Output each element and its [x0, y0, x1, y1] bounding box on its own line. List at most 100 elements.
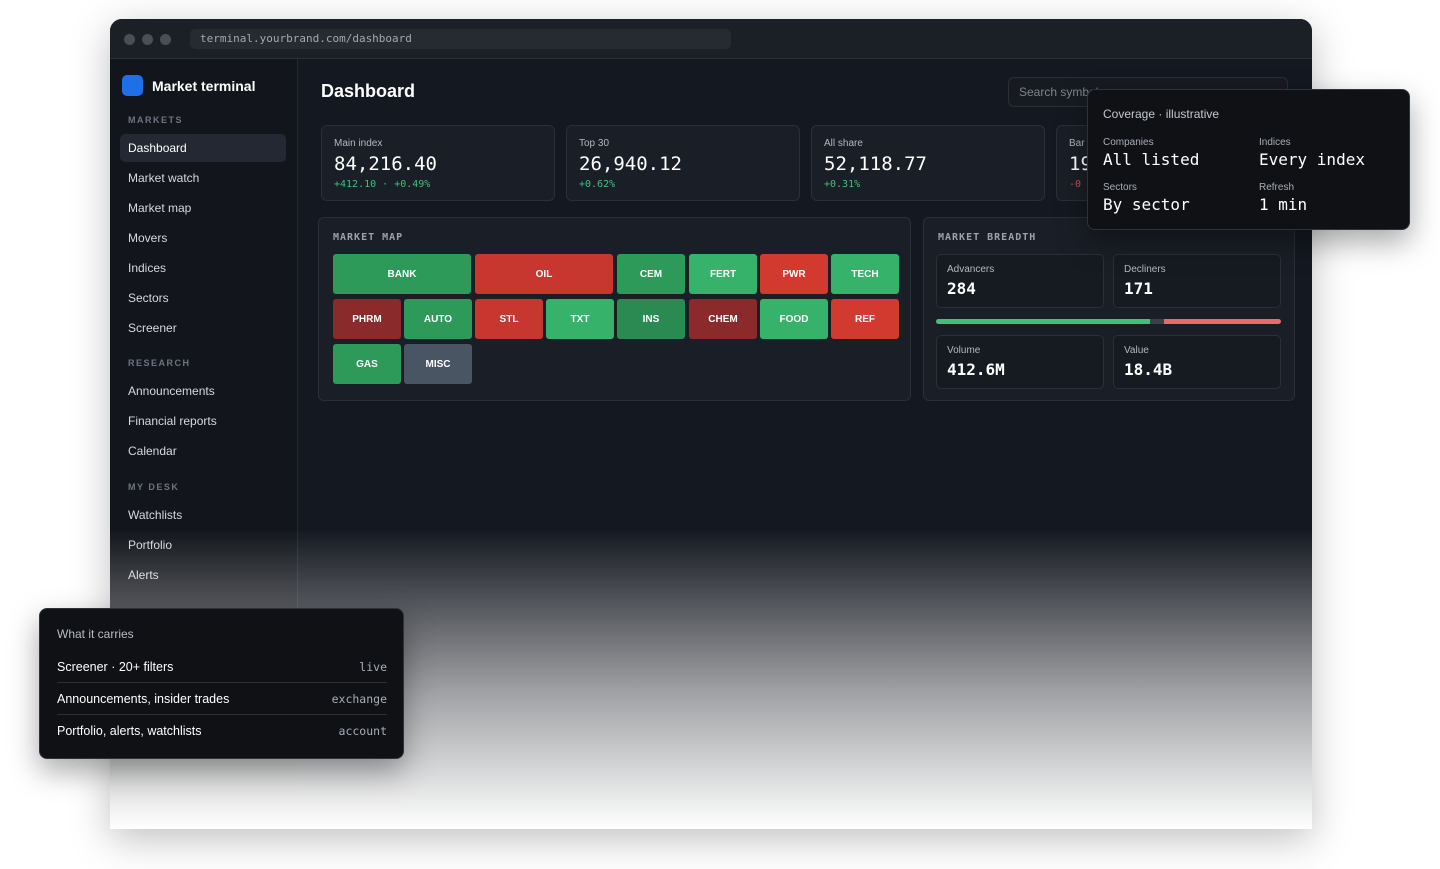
kpi-change: +0.62%: [579, 179, 616, 190]
sidebar-item-movers[interactable]: Movers: [128, 231, 168, 245]
carries-row: Portfolio, alerts, watchlists account: [57, 715, 387, 747]
coverage-value: 1 min: [1259, 195, 1308, 214]
sidebar-item-dashboard[interactable]: Dashboard: [120, 134, 286, 162]
sidebar-item-portfolio[interactable]: Portfolio: [128, 538, 173, 552]
kpi-value: 19: [1069, 153, 1092, 175]
kpi-card-top-30[interactable]: Top 30 26,940.12 +0.62%: [566, 125, 800, 201]
kpi-change: +412.10 · +0.49%: [334, 179, 431, 190]
coverage-refresh: Refresh 1 min: [1259, 182, 1307, 214]
carries-row-tag: exchange: [331, 691, 387, 706]
carries-row-text: Screener · 20+ filters: [57, 659, 174, 674]
kpi-change: +0.31%: [824, 179, 861, 190]
carries-row: Screener · 20+ filters live: [57, 651, 387, 683]
close-window-dot[interactable]: [124, 34, 135, 45]
coverage-value: All listed: [1103, 150, 1200, 169]
kpi-value: 52,118.77: [824, 153, 927, 175]
coverage-indices: Indices Every index: [1259, 137, 1365, 169]
sidebar-item-market-map[interactable]: Market map: [128, 201, 192, 215]
sidebar-item-indices[interactable]: Indices: [128, 261, 167, 275]
market-map-tile-oil[interactable]: OIL: [475, 254, 613, 294]
kpi-card-all-share[interactable]: All share 52,118.77 +0.31%: [811, 125, 1045, 201]
sidebar-item-alerts[interactable]: Alerts: [128, 568, 159, 582]
coverage-value: By sector: [1103, 195, 1190, 214]
market-map-tile-pwr[interactable]: PWR: [760, 254, 828, 294]
decliners-card: Decliners 171: [1113, 254, 1281, 308]
sidebar-item-screener[interactable]: Screener: [128, 321, 177, 335]
browser-titlebar: terminal.yourbrand.com/dashboard: [110, 19, 1312, 59]
sidebar-item-financial-reports[interactable]: Financial reports: [128, 414, 217, 428]
coverage-title: Coverage · illustrative: [1103, 107, 1220, 121]
market-breadth-title: MARKET BREADTH: [938, 232, 1037, 243]
market-map-tile-tech[interactable]: TECH: [831, 254, 899, 294]
breadth-bar: [936, 319, 1281, 324]
sidebar-item-market-watch[interactable]: Market watch: [128, 171, 200, 185]
carries-row: Announcements, insider trades exchange: [57, 683, 387, 715]
decliners-value: 171: [1124, 279, 1153, 298]
sidebar-item-sectors[interactable]: Sectors: [128, 291, 169, 305]
kpi-label: Main index: [334, 138, 383, 149]
coverage-label: Companies: [1103, 137, 1154, 148]
breadth-bar-unchanged: [1149, 319, 1164, 324]
market-map-tile-txt[interactable]: TXT: [546, 299, 614, 339]
market-map-tile-food[interactable]: FOOD: [760, 299, 828, 339]
value-card: Value 18.4B: [1113, 335, 1281, 389]
kpi-label: Bar: [1069, 138, 1085, 149]
carries-row-tag: live: [359, 659, 387, 674]
kpi-value: 26,940.12: [579, 153, 682, 175]
address-bar[interactable]: terminal.yourbrand.com/dashboard: [190, 29, 731, 49]
market-map-tile-ref[interactable]: REF: [831, 299, 899, 339]
market-map-title: MARKET MAP: [333, 232, 404, 243]
brand-logo-icon: [122, 75, 143, 96]
market-map-tile-misc[interactable]: MISC: [404, 344, 472, 384]
carries-row-text: Portfolio, alerts, watchlists: [57, 724, 202, 738]
market-map-tile-ins[interactable]: INS: [617, 299, 685, 339]
advancers-card: Advancers 284: [936, 254, 1104, 308]
carries-row-text: Announcements, insider trades: [57, 691, 230, 706]
section-label-my-desk: MY DESK: [128, 482, 180, 492]
section-label-markets: MARKETS: [128, 115, 183, 125]
market-map-tile-stl[interactable]: STL: [475, 299, 543, 339]
brand-name: Market terminal: [152, 77, 256, 94]
section-label-research: RESEARCH: [128, 358, 191, 368]
decliners-label: Decliners: [1124, 264, 1166, 275]
market-map-tile-phrm[interactable]: PHRM: [333, 299, 401, 339]
market-map-tile-chem[interactable]: CHEM: [689, 299, 757, 339]
coverage-companies: Companies All listed: [1103, 137, 1199, 169]
breadth-bar-decline: [1163, 319, 1281, 324]
breadth-bar-advance: [936, 319, 1150, 324]
advancers-value: 284: [947, 279, 976, 298]
coverage-card: Coverage · illustrative Companies All li…: [1087, 89, 1410, 230]
market-map-tile-auto[interactable]: AUTO: [404, 299, 472, 339]
volume-label: Volume: [947, 345, 981, 356]
market-map-tile-gas[interactable]: GAS: [333, 344, 401, 384]
value-value: 18.4B: [1124, 360, 1173, 379]
carries-title: What it carries: [57, 627, 134, 641]
advancers-label: Advancers: [947, 264, 995, 275]
sidebar-item-watchlists[interactable]: Watchlists: [128, 508, 183, 522]
carries-card: What it carries Screener · 20+ filters l…: [39, 608, 404, 759]
kpi-card-main-index[interactable]: Main index 84,216.40 +412.10 · +0.49%: [321, 125, 555, 201]
volume-value: 412.6M: [947, 360, 1005, 379]
minimize-window-dot[interactable]: [142, 34, 153, 45]
market-map-tile-fert[interactable]: FERT: [689, 254, 757, 294]
market-map-tile-cem[interactable]: CEM: [617, 254, 685, 294]
coverage-sectors: Sectors By sector: [1103, 182, 1190, 214]
kpi-label: Top 30: [579, 138, 610, 149]
market-breadth-panel: MARKET BREADTH Advancers 284 Decliners 1…: [923, 217, 1295, 401]
coverage-value: Every index: [1259, 150, 1365, 169]
coverage-label: Sectors: [1103, 182, 1137, 193]
brand[interactable]: Market terminal: [122, 75, 255, 96]
coverage-label: Indices: [1259, 137, 1291, 148]
sidebar-item-announcements[interactable]: Announcements: [128, 384, 215, 398]
maximize-window-dot[interactable]: [160, 34, 171, 45]
page-title: Dashboard: [321, 81, 416, 101]
market-map-panel: MARKET MAP BANK OIL CEM FERT PWR TECH PHRM AUTO…: [318, 217, 911, 401]
value-label: Value: [1124, 345, 1149, 356]
market-map-tile-bank[interactable]: BANK: [333, 254, 471, 294]
kpi-value: 84,216.40: [334, 153, 437, 175]
carries-row-tag: account: [338, 724, 387, 738]
kpi-change: -0: [1069, 179, 1082, 190]
sidebar-item-calendar[interactable]: Calendar: [128, 444, 177, 458]
volume-card: Volume 412.6M: [936, 335, 1104, 389]
coverage-label: Refresh: [1259, 182, 1295, 193]
